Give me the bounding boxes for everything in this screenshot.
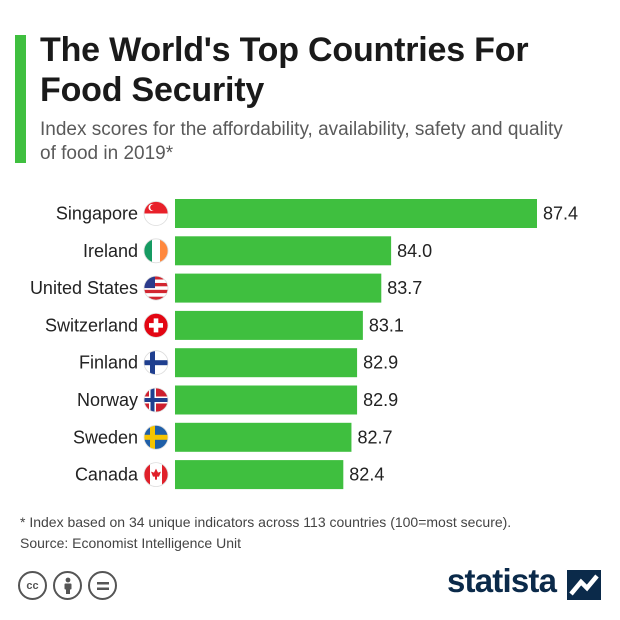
bar-row: Ireland 84.0: [83, 236, 432, 266]
bar-row: Finland 82.9: [79, 348, 398, 378]
bar-row: Canada 82.4: [75, 460, 384, 490]
canada-flag-icon: [143, 462, 169, 488]
category-label: Ireland: [83, 241, 138, 261]
category-label: Finland: [79, 353, 138, 373]
license-icons: cc: [18, 571, 117, 600]
value-label: 82.9: [363, 353, 398, 373]
category-label: Canada: [75, 465, 139, 485]
footnote-block: * Index based on 34 unique indicators ac…: [20, 512, 610, 554]
no-derivatives-icon[interactable]: [88, 571, 117, 600]
ireland-flag-icon: [143, 238, 169, 264]
value-label: 83.7: [387, 278, 422, 298]
bar: [175, 348, 358, 378]
bar: [175, 422, 352, 452]
bar-row: Sweden 82.7: [73, 422, 393, 452]
chart-subtitle: Index scores for the affordability, avai…: [40, 119, 563, 164]
bar: [175, 199, 537, 228]
category-label: United States: [30, 278, 138, 298]
statista-logo[interactable]: statista: [447, 562, 557, 599]
value-label: 82.9: [363, 390, 398, 410]
category-label: Switzerland: [45, 315, 138, 335]
value-label: 82.7: [357, 427, 392, 447]
bar-row: Switzerland 83.1: [45, 310, 404, 340]
statista-logo-icon: [567, 570, 601, 600]
bar: [175, 273, 382, 303]
value-label: 84.0: [397, 241, 432, 261]
switzerland-flag-icon: [143, 312, 169, 338]
bar: [175, 460, 344, 490]
source-text: Source: Economist Intelligence Unit: [20, 535, 241, 551]
united-states-flag-icon: [143, 275, 169, 301]
attribution-icon[interactable]: [53, 571, 82, 600]
bar-row: Norway 82.9: [77, 385, 398, 415]
bar-row: United States 83.7: [30, 273, 422, 303]
bar-chart: Singapore 87.4 Ireland 84.0 United States 83.…: [30, 199, 578, 490]
bar-row: Singapore 87.4: [56, 199, 578, 228]
singapore-flag-icon: [143, 201, 169, 226]
category-label: Sweden: [73, 427, 138, 447]
footnote-text: * Index based on 34 unique indicators ac…: [20, 514, 512, 530]
title-accent-bar: [15, 35, 26, 163]
category-label: Singapore: [56, 204, 138, 224]
value-label: 87.4: [543, 204, 578, 224]
value-label: 82.4: [349, 465, 384, 485]
cc-icon[interactable]: cc: [18, 571, 47, 600]
sweden-flag-icon: [143, 424, 169, 450]
bar: [175, 385, 358, 415]
category-label: Norway: [77, 390, 138, 410]
bar: [175, 236, 392, 266]
chart-title: The World's Top Countries For Food Secur…: [40, 31, 529, 109]
bar: [175, 310, 363, 340]
value-label: 83.1: [369, 315, 404, 335]
norway-flag-icon: [143, 387, 169, 413]
finland-flag-icon: [143, 350, 169, 376]
